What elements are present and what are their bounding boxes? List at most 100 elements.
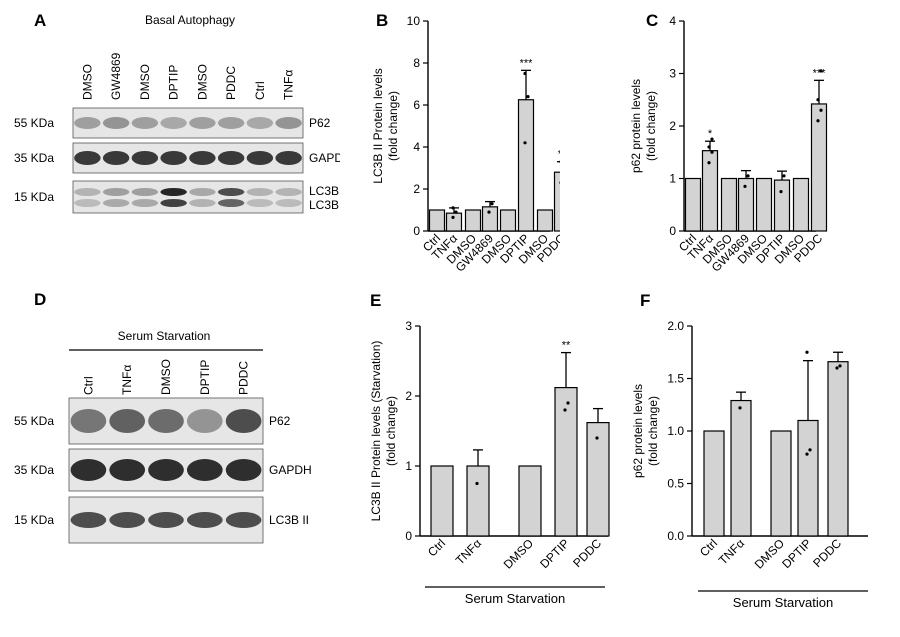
bar — [481, 206, 499, 232]
protein-band — [70, 512, 107, 528]
data-point — [595, 436, 599, 440]
y-tick-label: 0.5 — [667, 477, 684, 491]
lane-label: TNFα — [120, 365, 134, 395]
y-tick-label: 2 — [669, 119, 676, 133]
protein-band — [189, 151, 216, 165]
protein-band — [275, 188, 302, 196]
protein-band — [70, 459, 107, 481]
protein-band — [148, 459, 184, 481]
x-tick-label: DMSO — [752, 536, 787, 571]
y-tick-label: 3 — [669, 67, 676, 81]
bar — [703, 430, 725, 537]
data-point — [490, 202, 494, 206]
bar — [464, 209, 482, 232]
protein-band — [109, 512, 146, 528]
lane-label: DMSO — [138, 64, 152, 100]
protein-band — [102, 151, 130, 165]
protein-band — [275, 199, 302, 207]
y-tick-label: 1 — [669, 172, 676, 186]
bar — [517, 99, 535, 232]
bar-chart-e: E 0 1 2 3 LC3B II Protein levels (Starvation)… — [369, 291, 610, 606]
protein-band — [186, 409, 223, 433]
data-point — [819, 108, 823, 112]
data-point — [738, 406, 742, 410]
blot-title: Basal Autophagy — [145, 13, 235, 27]
blot-strip — [72, 107, 304, 139]
bar — [792, 177, 810, 232]
data-point — [523, 141, 527, 145]
data-point — [475, 481, 479, 486]
blot-title: Serum Starvation — [118, 329, 211, 343]
lane-label: DMSO — [80, 64, 94, 100]
y-tick-label: 2 — [413, 182, 420, 196]
protein-band — [160, 117, 187, 129]
y-tick-label: 3 — [405, 319, 412, 333]
protein-band — [217, 117, 245, 129]
panel-letter: B — [376, 11, 388, 30]
significance-label: * — [708, 128, 713, 140]
protein-band — [148, 512, 184, 528]
data-point — [746, 174, 750, 178]
protein-band — [275, 151, 302, 165]
data-point — [779, 190, 783, 194]
bar — [445, 212, 463, 232]
western-blot-a: Basal Autophagy DMSO GW4869 DMSO DPTIP DMSO PD… — [14, 13, 340, 214]
data-point — [451, 215, 455, 219]
bar — [586, 422, 610, 537]
x-tick-label: TNFα — [716, 536, 747, 567]
data-point — [707, 161, 711, 165]
protein-band — [160, 188, 187, 196]
bar — [730, 399, 752, 537]
bar — [553, 171, 560, 232]
protein-band — [246, 151, 274, 165]
protein-band — [74, 199, 101, 207]
lane-label: DMSO — [195, 64, 209, 100]
protein-band — [74, 117, 101, 129]
significance-label: ** — [562, 340, 571, 352]
y-axis-label: (fold change) — [384, 396, 398, 466]
bar — [773, 179, 791, 232]
data-point — [743, 184, 747, 188]
y-tick-label: 1 — [405, 459, 412, 473]
data-point — [707, 145, 711, 149]
western-blot-d: Serum Starvation Ctrl TNFα DMSO DPTIP PDDC 55 … — [14, 329, 312, 544]
protein-band — [217, 188, 245, 196]
significance-label: ** — [558, 149, 560, 161]
band-label: LC3B II — [269, 513, 309, 527]
protein-band — [217, 151, 245, 165]
lane-label: DPTIP — [198, 360, 212, 395]
data-point — [526, 95, 530, 99]
y-tick-label: 2.0 — [667, 319, 684, 333]
x-tick-label: DPTIP — [779, 536, 814, 571]
data-point — [805, 452, 809, 456]
data-point — [805, 350, 809, 354]
protein-band — [217, 199, 245, 207]
data-point — [523, 71, 527, 76]
x-tick-label: TNFα — [453, 536, 484, 567]
data-point — [838, 364, 842, 368]
y-tick-label: 0.0 — [667, 529, 684, 543]
data-point — [559, 181, 560, 184]
data-point — [487, 210, 491, 214]
data-point — [710, 137, 714, 141]
bar — [499, 209, 517, 232]
protein-band — [102, 188, 130, 196]
blot-strip — [72, 180, 304, 214]
x-tick-label: Ctrl — [425, 536, 448, 559]
lane-label: Ctrl — [253, 81, 267, 100]
band-label: LC3B I — [309, 184, 340, 198]
y-tick-label: 8 — [413, 56, 420, 70]
y-tick-label: 10 — [407, 14, 421, 28]
x-tick-label: DPTIP — [537, 536, 572, 571]
y-tick-label: 0 — [413, 224, 420, 238]
bar-chart-b: B 0 2 4 6 8 10 LC3B II Protein levels (fold chan… — [371, 11, 560, 275]
bar — [797, 419, 819, 537]
bar — [755, 177, 773, 232]
y-tick-label: 0 — [405, 529, 412, 543]
protein-band — [275, 117, 302, 129]
band-label: GAPDH — [269, 463, 312, 477]
y-tick-label: 2 — [405, 389, 412, 403]
protein-band — [189, 117, 216, 129]
y-tick-label: 4 — [413, 140, 420, 154]
data-point — [816, 98, 820, 102]
